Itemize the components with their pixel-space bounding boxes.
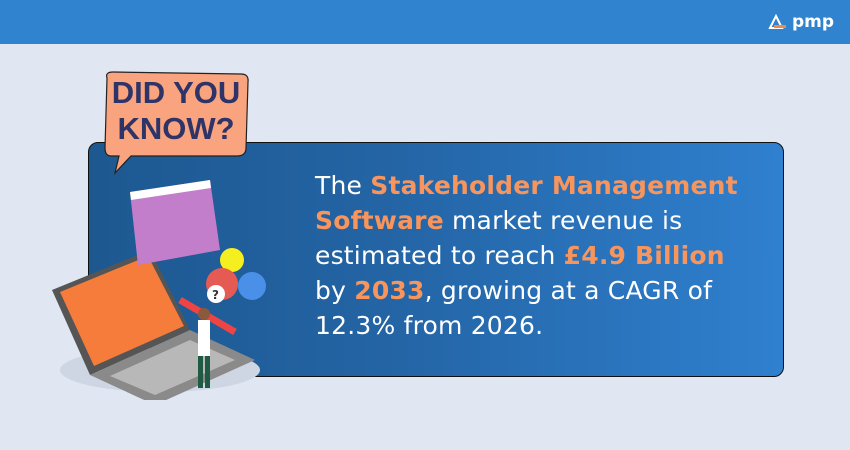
highlight-year: 2033 xyxy=(354,276,425,305)
brand-logo[interactable]: pmp xyxy=(768,12,834,32)
message-text: market revenue is estimated to reach xyxy=(315,206,683,270)
laptop-illustration: ? xyxy=(52,180,266,400)
message-text: , growing at a CAGR of 12.3% from 2026. xyxy=(315,276,713,340)
callout-text: DID YOU KNOW? xyxy=(111,75,241,146)
did-you-know-callout xyxy=(104,71,249,175)
message-text: The xyxy=(315,171,371,200)
logo-mark-icon xyxy=(768,14,786,29)
highlight-market: Stakeholder Management Software xyxy=(315,171,738,235)
message-text: by xyxy=(315,276,355,305)
svg-text:?: ? xyxy=(212,288,219,302)
top-bar: pmp xyxy=(0,0,850,44)
logo-text: pmp xyxy=(791,12,834,32)
highlight-revenue: £4.9 Billion xyxy=(563,241,725,270)
fact-message: The Stakeholder Management Software mark… xyxy=(315,168,755,343)
